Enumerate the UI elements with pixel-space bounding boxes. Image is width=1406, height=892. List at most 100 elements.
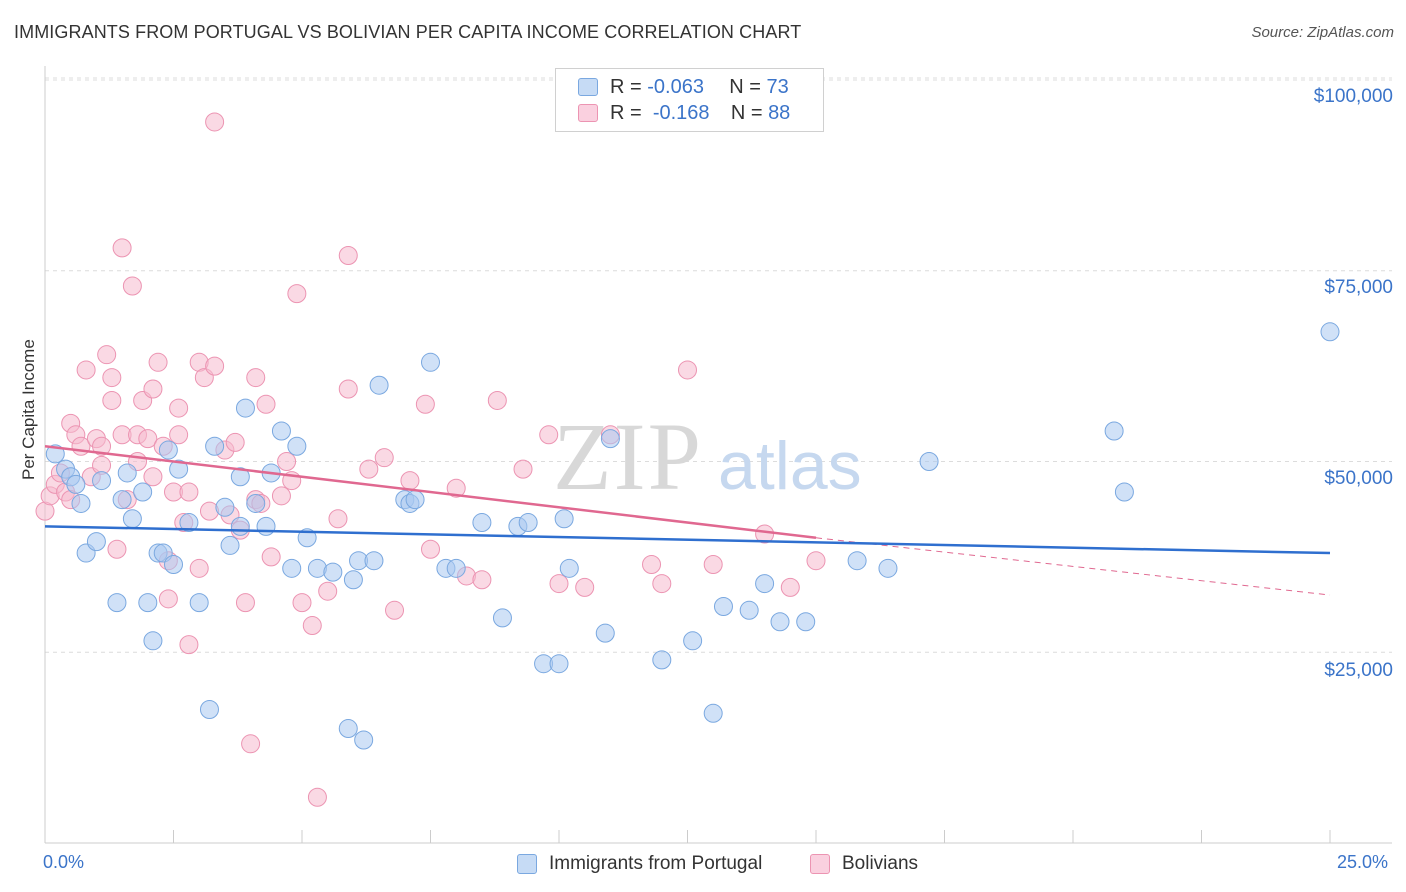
data-point — [169, 425, 189, 445]
data-point — [446, 558, 466, 578]
data-point — [369, 375, 389, 395]
data-point — [97, 345, 117, 365]
data-point — [297, 528, 317, 548]
data-point — [282, 558, 302, 578]
y-tick-label: $100,000 — [1313, 86, 1393, 107]
data-point — [246, 368, 266, 388]
trend-line-portugal — [44, 525, 1331, 555]
data-point — [847, 551, 867, 571]
data-point — [806, 551, 826, 571]
data-point — [205, 436, 225, 456]
data-point — [122, 509, 142, 529]
data-point — [92, 471, 112, 491]
data-point — [539, 425, 559, 445]
data-point — [277, 452, 297, 471]
data-point — [169, 459, 189, 479]
data-point — [338, 379, 358, 399]
bottom-legend-label-bolivians: Bolivians — [842, 853, 919, 874]
data-point — [600, 429, 620, 449]
data-point — [164, 555, 183, 575]
data-point — [271, 421, 291, 441]
data-point — [518, 513, 538, 533]
data-point — [189, 558, 209, 578]
data-point — [102, 368, 122, 388]
data-point — [421, 352, 440, 372]
data-point — [158, 589, 178, 609]
legend-n-label: N = — [730, 101, 763, 124]
trend-lines — [44, 444, 1331, 596]
data-point — [770, 612, 790, 632]
data-point — [652, 574, 672, 594]
data-point — [307, 787, 327, 807]
data-point — [256, 516, 276, 536]
legend-swatch-portugal — [578, 78, 598, 96]
data-point — [652, 650, 672, 670]
data-point — [107, 593, 127, 613]
data-point — [189, 593, 209, 613]
data-point — [138, 593, 158, 613]
data-point — [256, 394, 276, 414]
data-point — [143, 467, 163, 487]
data-point — [400, 471, 420, 491]
data-point — [45, 444, 65, 464]
data-point — [487, 390, 507, 410]
bottom-legend-bolivians: Bolivians — [810, 852, 918, 876]
data-point — [575, 577, 595, 597]
data-point — [1104, 421, 1124, 441]
data-point — [271, 486, 291, 506]
trend-line-bolivians — [44, 444, 817, 540]
source-credit: Source: ZipAtlas.com — [1251, 24, 1394, 41]
data-point — [112, 238, 132, 258]
x-tick-label-min: 0.0% — [43, 852, 85, 872]
data-point — [76, 360, 96, 380]
legend-r-value: -0.063 — [647, 75, 704, 98]
data-point — [739, 600, 759, 620]
data-point — [354, 730, 374, 750]
legend-r-value: -0.168 — [652, 101, 710, 124]
series-portugal — [45, 322, 1340, 750]
data-point — [919, 452, 939, 471]
stats-legend: R = -0.063 N = 73 R = -0.168 N = 88 — [555, 68, 824, 132]
data-point — [683, 631, 703, 651]
data-point — [642, 555, 662, 575]
data-point — [225, 432, 245, 452]
data-point — [323, 562, 343, 582]
data-point — [205, 356, 225, 376]
data-point — [246, 493, 266, 513]
data-point — [71, 493, 91, 513]
data-point — [755, 574, 775, 594]
bottom-legend-label-portugal: Immigrants from Portugal — [549, 853, 763, 874]
data-point — [102, 390, 122, 410]
data-point — [405, 490, 425, 510]
trend-line-bolivians-extension — [815, 537, 1331, 596]
data-point — [446, 478, 466, 498]
data-point — [179, 482, 199, 502]
data-point — [492, 608, 512, 628]
data-point — [112, 490, 132, 510]
data-point — [230, 516, 250, 536]
data-point — [1320, 322, 1340, 342]
data-point — [302, 616, 322, 636]
axes — [44, 66, 1392, 844]
data-point — [287, 436, 307, 456]
bottom-legend-swatch-bolivians — [810, 854, 830, 874]
watermark-atlas: atlas — [718, 428, 862, 504]
data-point — [472, 513, 492, 533]
data-point — [169, 398, 189, 418]
data-point — [678, 360, 697, 380]
data-point — [179, 635, 199, 655]
data-point — [415, 394, 435, 414]
chart-title: IMMIGRANTS FROM PORTUGAL VS BOLIVIAN PER… — [14, 22, 802, 42]
data-point — [92, 436, 112, 456]
bottom-legend-swatch-portugal — [517, 854, 537, 874]
data-point — [199, 699, 219, 719]
data-point — [138, 429, 158, 449]
x-tick-label-max: 25.0% — [1337, 852, 1389, 872]
data-point — [513, 459, 533, 479]
data-point — [318, 581, 338, 601]
legend-r-label: R = — [610, 101, 642, 124]
data-point — [703, 555, 723, 575]
data-point — [1114, 482, 1134, 502]
data-point — [86, 532, 106, 552]
legend-n-label: N = — [729, 75, 761, 98]
